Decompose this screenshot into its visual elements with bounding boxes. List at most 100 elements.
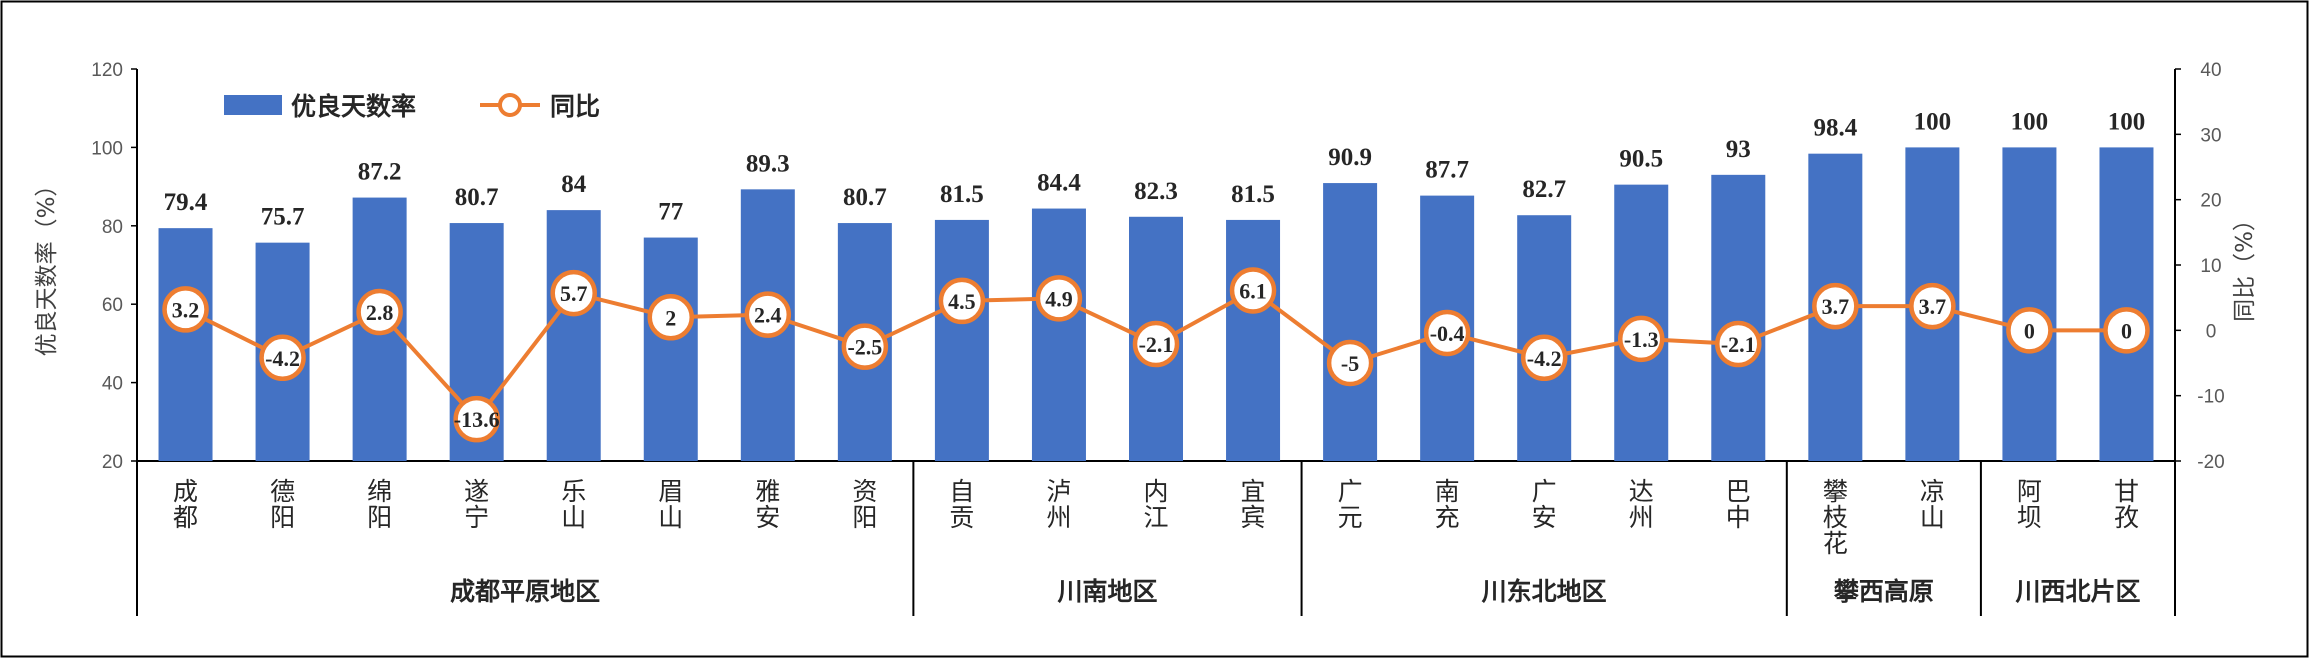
point-德阳 — [259, 334, 306, 382]
bar-value-label: 90.9 — [1328, 144, 1372, 171]
legend-swatch-bar — [224, 95, 282, 115]
bar-乐山 — [546, 210, 601, 461]
point-value-label: -4.2 — [1527, 346, 1562, 371]
legend-label-bar: 优良天数率 — [291, 92, 416, 121]
point-乐山 — [550, 269, 597, 317]
point-巴中 — [1715, 320, 1762, 368]
point-凉山 — [1909, 282, 1956, 330]
bar-value-label: 75.7 — [261, 204, 305, 231]
category-label: 成都 — [173, 477, 198, 532]
point-value-label: 2.8 — [366, 300, 394, 325]
category-label: 内江 — [1143, 477, 1168, 532]
bar-value-label: 100 — [2011, 108, 2049, 135]
point-value-label: -13.6 — [454, 407, 500, 432]
point-资阳 — [841, 323, 889, 370]
category-label: 攀枝花 — [1823, 477, 1848, 558]
category-label: 达州 — [1629, 477, 1654, 532]
group-label: 攀西高原 — [1833, 577, 1934, 606]
category-label: 巴中 — [1726, 477, 1751, 532]
point-达州 — [1617, 315, 1665, 363]
category-label: 南充 — [1435, 477, 1460, 532]
point-value-label: -2.1 — [1139, 332, 1174, 357]
group-label: 川西北片区 — [2015, 577, 2140, 606]
point-value-label: 3.7 — [1919, 294, 1947, 319]
point-value-label: -2.1 — [1721, 332, 1756, 357]
point-甘孜 — [2103, 307, 2150, 354]
bar-value-label: 100 — [1914, 108, 1952, 135]
bar-value-label: 80.7 — [455, 184, 499, 211]
left-tick-label: 100 — [91, 138, 123, 159]
bar-value-label: 84.4 — [1037, 170, 1081, 197]
legend-swatch-marker — [498, 93, 522, 117]
bar-value-label: 100 — [2108, 108, 2146, 135]
point-value-label: 2.4 — [754, 303, 782, 328]
point-value-label: 3.7 — [1822, 294, 1850, 319]
point-value-label: 0 — [2121, 318, 2132, 343]
category-label: 广元 — [1338, 477, 1363, 532]
category-label: 甘孜 — [2114, 477, 2139, 532]
bar-阿坝 — [2002, 147, 2057, 461]
category-label: 乐山 — [561, 477, 586, 532]
category-label: 眉山 — [658, 477, 683, 532]
bar-value-label: 81.5 — [1231, 181, 1275, 208]
left-tick-label: 120 — [91, 60, 123, 81]
point-宜宾 — [1229, 267, 1277, 314]
bar-value-label: 80.7 — [843, 184, 887, 211]
point-value-label: 0 — [2024, 318, 2035, 343]
right-tick-label: -10 — [2197, 387, 2224, 408]
left-tick-label: 20 — [102, 452, 123, 473]
bar-广元 — [1323, 183, 1378, 461]
point-雅安 — [744, 291, 792, 338]
point-value-label: 2 — [665, 305, 676, 330]
bar-value-label: 93 — [1726, 136, 1751, 163]
bar-value-label: 81.5 — [940, 181, 984, 208]
point-绵阳 — [356, 288, 403, 336]
group-label: 川南地区 — [1057, 577, 1157, 606]
bar-value-label: 79.4 — [164, 189, 208, 216]
category-label: 阿坝 — [2017, 477, 2042, 532]
point-value-label: -5 — [1341, 351, 1359, 376]
bar-value-label: 90.5 — [1619, 146, 1663, 173]
category-label: 凉山 — [1920, 477, 1945, 532]
category-label: 宜宾 — [1241, 477, 1266, 532]
point-南充 — [1423, 309, 1471, 357]
category-label: 德阳 — [270, 477, 295, 532]
point-value-label: -0.4 — [1430, 321, 1465, 346]
right-axis-title: 同比（%） — [2232, 208, 2258, 322]
right-tick-label: 20 — [2200, 191, 2221, 212]
category-label: 绵阳 — [367, 477, 392, 532]
right-tick-label: 30 — [2200, 125, 2221, 146]
right-tick-label: 0 — [2206, 321, 2217, 342]
point-value-label: -2.5 — [847, 335, 882, 360]
bar-自贡 — [934, 219, 989, 461]
group-label: 成都平原地区 — [450, 577, 600, 606]
bar-value-label: 98.4 — [1813, 115, 1857, 142]
category-label: 泸州 — [1046, 477, 1071, 532]
point-value-label: 6.1 — [1239, 278, 1267, 303]
point-广安 — [1520, 334, 1568, 382]
group-label: 川东北地区 — [1482, 577, 1607, 606]
point-攀枝花 — [1812, 282, 1859, 330]
bar-value-label: 87.2 — [358, 159, 402, 186]
left-tick-label: 60 — [102, 295, 123, 316]
category-label: 雅安 — [755, 477, 780, 532]
point-遂宁 — [453, 395, 500, 443]
point-自贡 — [938, 277, 986, 325]
point-泸州 — [1035, 275, 1083, 322]
right-tick-label: -20 — [2197, 452, 2224, 473]
bar-巴中 — [1711, 174, 1766, 461]
bar-value-label: 84 — [561, 171, 587, 198]
category-label: 遂宁 — [464, 477, 489, 532]
bar-成都 — [158, 228, 213, 461]
point-阿坝 — [2006, 307, 2053, 354]
category-label: 资阳 — [852, 477, 877, 532]
point-广元 — [1326, 339, 1374, 387]
bar-value-label: 87.7 — [1425, 157, 1469, 184]
category-label: 自贡 — [949, 477, 974, 532]
point-内江 — [1132, 320, 1180, 368]
point-value-label: 5.7 — [560, 281, 588, 306]
left-tick-label: 80 — [102, 217, 123, 238]
right-tick-label: 10 — [2200, 256, 2221, 277]
